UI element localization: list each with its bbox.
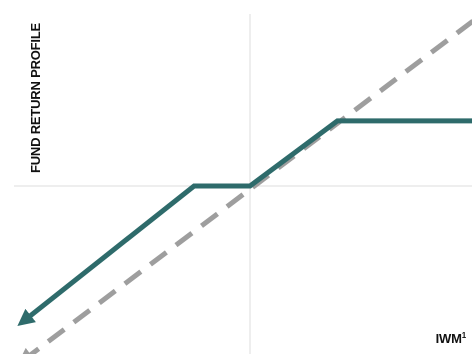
fund-return-line [17, 112, 472, 327]
x-axis-label: IWM1 [436, 331, 467, 346]
y-axis-label: FUND RETURN PROFILE [28, 22, 43, 173]
x-axis-label-superscript: 1 [462, 331, 467, 340]
dashed-benchmark-line [17, 7, 472, 354]
x-axis-label-text: IWM [436, 331, 462, 346]
